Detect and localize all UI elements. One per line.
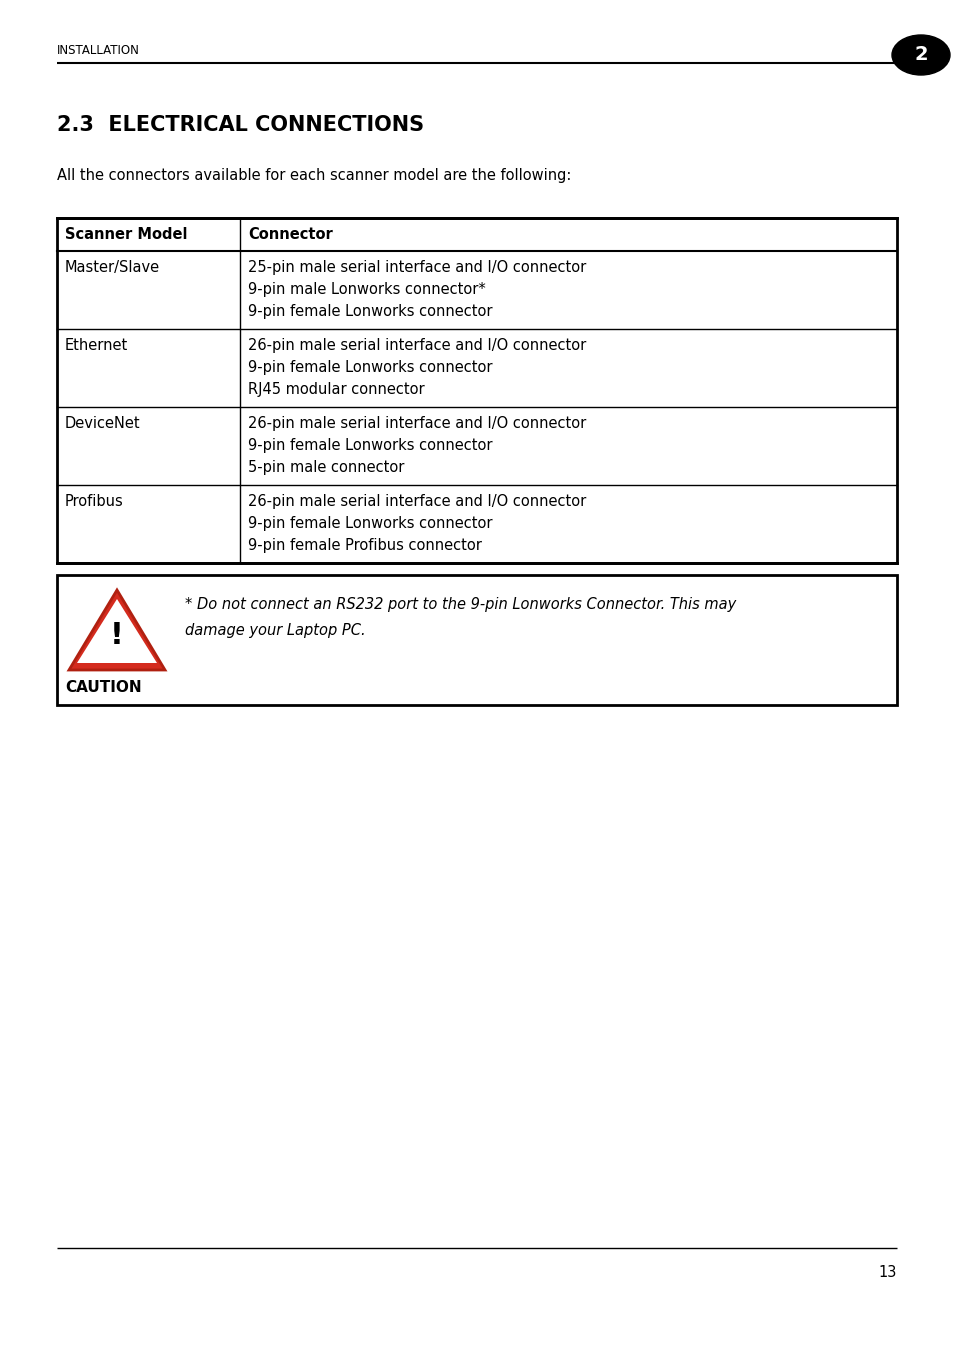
Text: 9-pin female Lonworks connector: 9-pin female Lonworks connector: [248, 438, 492, 453]
Text: 9-pin female Profibus connector: 9-pin female Profibus connector: [248, 538, 481, 553]
Text: 2.3  ELECTRICAL CONNECTIONS: 2.3 ELECTRICAL CONNECTIONS: [57, 115, 424, 135]
Text: 9-pin female Lonworks connector: 9-pin female Lonworks connector: [248, 516, 492, 531]
Text: 25-pin male serial interface and I/O connector: 25-pin male serial interface and I/O con…: [248, 259, 586, 276]
Text: damage your Laptop PC.: damage your Laptop PC.: [185, 623, 365, 638]
Text: Scanner Model: Scanner Model: [65, 227, 188, 242]
Text: Connector: Connector: [248, 227, 333, 242]
Text: 26-pin male serial interface and I/O connector: 26-pin male serial interface and I/O con…: [248, 494, 586, 509]
Text: DeviceNet: DeviceNet: [65, 416, 140, 431]
Text: 9-pin male Lonworks connector*: 9-pin male Lonworks connector*: [248, 282, 485, 297]
Text: 2: 2: [913, 46, 927, 65]
Bar: [57, 218, 896, 563]
Text: Profibus: Profibus: [65, 494, 124, 509]
Polygon shape: [77, 598, 157, 663]
Text: CAUTION: CAUTION: [65, 680, 141, 694]
Text: INSTALLATION: INSTALLATION: [57, 45, 140, 57]
Text: 5-pin male connector: 5-pin male connector: [248, 459, 404, 476]
Text: All the connectors available for each scanner model are the following:: All the connectors available for each sc…: [57, 168, 571, 182]
Text: !: !: [110, 620, 124, 650]
Text: Ethernet: Ethernet: [65, 338, 128, 353]
Text: * Do not connect an RS232 port to the 9-pin Lonworks Connector. This may: * Do not connect an RS232 port to the 9-…: [185, 597, 736, 612]
Ellipse shape: [891, 35, 949, 76]
Text: 13: 13: [878, 1265, 896, 1279]
Text: Master/Slave: Master/Slave: [65, 259, 160, 276]
Text: RJ45 modular connector: RJ45 modular connector: [248, 382, 424, 397]
Text: 9-pin female Lonworks connector: 9-pin female Lonworks connector: [248, 359, 492, 376]
Text: 9-pin female Lonworks connector: 9-pin female Lonworks connector: [248, 304, 492, 319]
Polygon shape: [69, 590, 165, 670]
Bar: [57, 576, 896, 705]
Text: 26-pin male serial interface and I/O connector: 26-pin male serial interface and I/O con…: [248, 416, 586, 431]
Text: 26-pin male serial interface and I/O connector: 26-pin male serial interface and I/O con…: [248, 338, 586, 353]
